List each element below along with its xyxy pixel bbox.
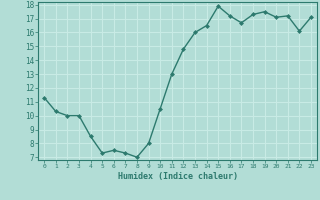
X-axis label: Humidex (Indice chaleur): Humidex (Indice chaleur)	[118, 172, 238, 181]
